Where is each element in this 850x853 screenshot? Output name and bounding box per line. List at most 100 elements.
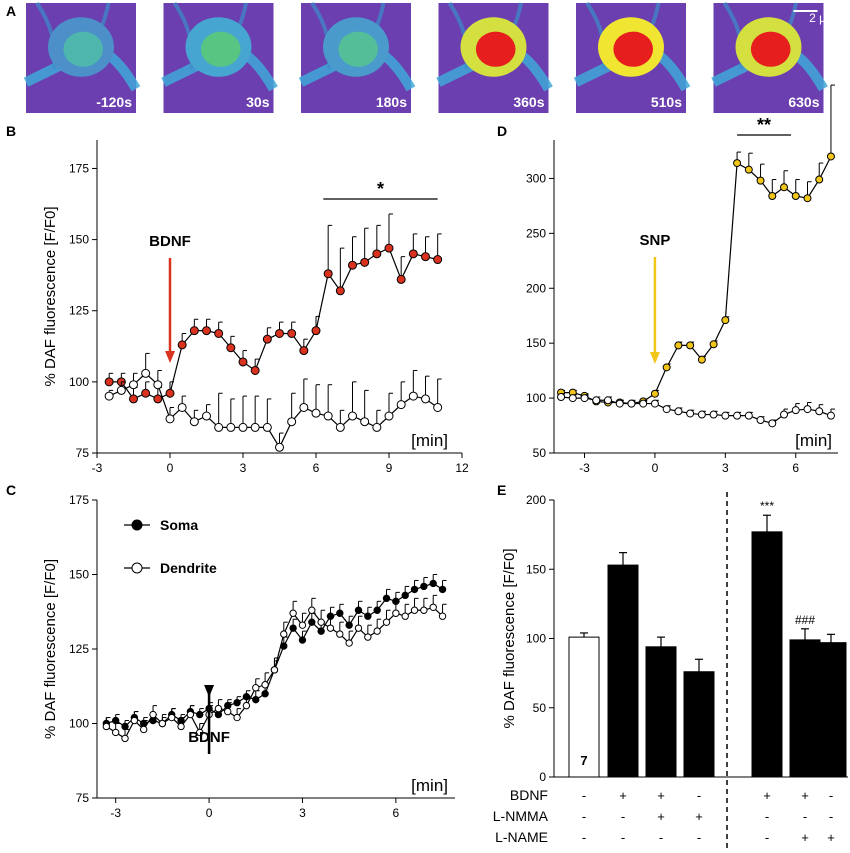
data-point-dendrite: [214, 704, 223, 713]
bar-n-label: 7: [580, 753, 587, 768]
treatment-sign: -: [803, 809, 807, 824]
data-point-control: [592, 396, 601, 405]
data-point-control: [104, 391, 114, 401]
data-point-control: [129, 380, 138, 390]
data-point-control: [780, 410, 789, 419]
bar-n-label: 12: [654, 753, 668, 768]
data-point-control: [580, 394, 589, 403]
data-point-bdnf: [311, 326, 321, 336]
data-point-snp: [756, 176, 765, 185]
data-point-soma: [420, 582, 428, 591]
data-point-control: [275, 442, 284, 452]
data-point-control: [721, 411, 730, 420]
stimulus-arrow-head: [165, 351, 175, 363]
data-point-dendrite: [233, 713, 241, 722]
data-point-control: [768, 419, 777, 428]
treatment-sign: -: [829, 788, 833, 803]
frame-timestamp: -120s: [96, 94, 132, 110]
data-point-snp: [815, 175, 824, 184]
data-point-dendrite: [139, 725, 148, 734]
treatment-row-label: L-NMMA: [493, 808, 549, 824]
data-point-soma: [214, 710, 223, 719]
data-point-bdnf: [214, 328, 224, 338]
data-point-control: [372, 422, 382, 432]
data-point-control: [568, 394, 577, 403]
frame-timestamp: 360s: [513, 94, 544, 110]
treatment-sign: -: [621, 809, 625, 824]
data-point-soma: [401, 591, 409, 600]
data-point-control: [384, 411, 394, 421]
data-point-bdnf: [165, 388, 175, 398]
data-point-bdnf: [153, 394, 163, 404]
data-point-dendrite: [242, 701, 251, 710]
treatment-sign: -: [765, 809, 769, 824]
data-point-dendrite: [261, 681, 269, 689]
data-point-dendrite: [308, 606, 316, 614]
data-point-control: [116, 385, 126, 395]
series-line-soma: [106, 582, 443, 728]
data-point-control: [709, 410, 718, 419]
data-point-snp: [697, 355, 706, 364]
data-point-dendrite: [364, 633, 372, 641]
data-point-soma: [111, 716, 120, 725]
panel-letter-d: D: [497, 123, 507, 139]
data-point-bdnf: [421, 252, 430, 262]
data-point-control: [662, 405, 671, 414]
y-tick-label: 100: [69, 717, 89, 731]
soma-core: [750, 31, 791, 67]
bar: [607, 564, 639, 778]
data-point-soma: [429, 579, 437, 588]
y-axis-label: % DAF fluorescence [F/F0]: [42, 206, 59, 386]
data-point-control: [686, 409, 695, 418]
panel-letter-e: E: [497, 482, 506, 498]
y-tick-label: 75: [76, 791, 90, 805]
significance-marker: **: [757, 115, 771, 135]
data-point-snp: [768, 192, 777, 201]
data-point-dendrite: [401, 612, 409, 620]
series-line-control: [108, 372, 439, 449]
data-point-snp: [744, 165, 753, 174]
data-point-soma: [410, 585, 419, 594]
data-point-dendrite: [289, 609, 297, 617]
treatment-row-label: BDNF: [510, 787, 548, 803]
data-point-control: [238, 422, 248, 432]
panel-letter-a: A: [6, 3, 16, 19]
treatment-sign: +: [801, 830, 809, 845]
x-tick-label: 0: [206, 806, 213, 820]
data-point-bdnf: [372, 249, 382, 259]
treatment-sign: -: [697, 788, 701, 803]
soma-core: [200, 31, 241, 67]
data-point-snp: [791, 192, 800, 201]
data-point-bdnf: [408, 249, 418, 259]
data-point-bdnf: [141, 388, 151, 398]
data-point-bdnf: [250, 365, 260, 375]
data-point-soma: [196, 710, 204, 719]
panel-b-chart: 75 100 125 150 175 -3 0 3 6 9 12 % DAF fluorescence…: [42, 140, 469, 475]
stimulus-label: SNP: [640, 232, 671, 249]
data-point-bdnf: [177, 340, 187, 350]
panel-a-image-strip: -120s 30s 180s 360s 510s 630s: [23, 1, 828, 113]
data-point-bdnf: [189, 326, 199, 336]
data-point-bdnf: [348, 260, 357, 270]
data-point-soma: [345, 621, 353, 629]
panel-d-chart: 50 100 150 200 250 300 -3 0 3 6 [min] SNP **: [526, 84, 838, 475]
scale-bar-label: 2 µm: [809, 11, 836, 25]
legend-label: Dendrite: [160, 560, 217, 576]
data-point-snp: [721, 316, 730, 325]
data-point-bdnf: [202, 326, 211, 336]
data-point-bdnf: [299, 346, 309, 356]
x-tick-label: 0: [167, 461, 174, 475]
data-point-control: [733, 411, 742, 420]
y-tick-label: 200: [526, 281, 546, 295]
frame-timestamp: 510s: [651, 94, 682, 110]
x-tick-label: 3: [299, 806, 306, 820]
series-line-bdnf: [109, 247, 438, 400]
x-tick-label: 3: [722, 461, 729, 475]
data-point-dendrite: [420, 606, 428, 614]
data-point-snp: [674, 341, 683, 350]
bar-n-label: 17: [616, 753, 630, 768]
data-point-dendrite: [438, 612, 447, 620]
y-tick-label: 125: [69, 642, 89, 656]
data-point-soma: [261, 690, 269, 698]
data-point-control: [421, 394, 430, 404]
